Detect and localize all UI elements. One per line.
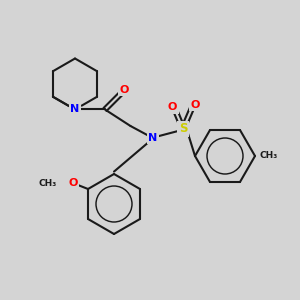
Text: O: O (190, 100, 200, 110)
Text: CH₃: CH₃ (38, 178, 56, 188)
Text: N: N (70, 104, 80, 115)
Text: O: O (68, 178, 78, 188)
Text: N: N (148, 133, 158, 143)
Text: O: O (120, 85, 129, 95)
Text: O: O (168, 102, 177, 112)
Text: CH₃: CH₃ (260, 152, 278, 160)
Text: S: S (179, 122, 187, 136)
